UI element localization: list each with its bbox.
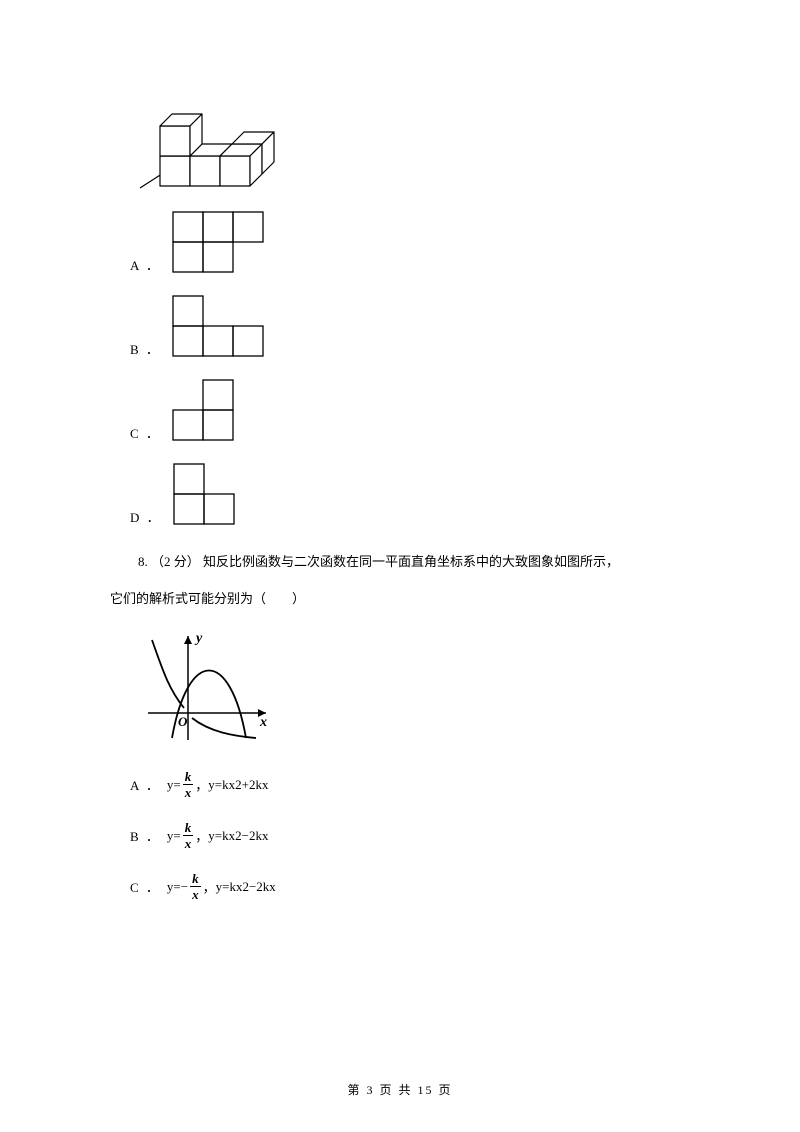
origin-label: O bbox=[178, 714, 188, 729]
option-d-grid bbox=[172, 462, 242, 528]
page-footer: 第 3 页 共 15 页 bbox=[0, 1081, 800, 1098]
option-b-grid bbox=[171, 294, 271, 360]
q8-points: （2 分） bbox=[151, 554, 200, 569]
answer-pre: y=− bbox=[167, 879, 188, 895]
answer-post: y=kx2−2kx bbox=[208, 828, 268, 844]
fraction: k x bbox=[183, 821, 194, 850]
answer-post: y=kx2−2kx bbox=[216, 879, 276, 895]
q7-option-a[interactable]: A ． bbox=[130, 210, 690, 276]
option-label: B ． bbox=[130, 339, 161, 360]
q7-option-d[interactable]: D ． bbox=[130, 462, 690, 528]
q8-answer-a[interactable]: A ． y= k x ， y=kx2+2kx bbox=[130, 770, 690, 799]
answer-pre: y= bbox=[167, 777, 181, 793]
option-a-grid bbox=[171, 210, 271, 276]
fraction: k x bbox=[190, 872, 201, 901]
q8-graph: y x O bbox=[138, 628, 690, 748]
answer-mid: ， bbox=[195, 826, 208, 845]
option-label: D ． bbox=[130, 507, 162, 528]
q7-option-b[interactable]: B ． bbox=[130, 294, 690, 360]
q8-answer-c[interactable]: C ． y=− k x ， y=kx2−2kx bbox=[130, 872, 690, 901]
fraction: k x bbox=[183, 770, 194, 799]
answer-label: C ． bbox=[130, 877, 161, 896]
q7-cubes-figure bbox=[138, 86, 690, 196]
option-label: A ． bbox=[130, 255, 161, 276]
answer-mid: ， bbox=[203, 877, 216, 896]
q8-answer-b[interactable]: B ． y= k x ， y=kx2−2kx bbox=[130, 821, 690, 850]
q7-option-c[interactable]: C ． bbox=[130, 378, 690, 444]
answer-mid: ， bbox=[195, 775, 208, 794]
answer-pre: y= bbox=[167, 828, 181, 844]
answer-label: A ． bbox=[130, 775, 161, 794]
q8-text-line2: 它们的解析式可能分别为（ ） bbox=[110, 583, 690, 614]
answer-post: y=kx2+2kx bbox=[208, 777, 268, 793]
option-label: C ． bbox=[130, 423, 161, 444]
q8-number: 8. bbox=[138, 554, 148, 569]
q8-text1: 知反比例函数与二次函数在同一平面直角坐标系中的大致图象如图所示， bbox=[203, 554, 619, 569]
option-c-grid bbox=[171, 378, 241, 444]
axis-x-label: x bbox=[259, 715, 267, 730]
answer-label: B ． bbox=[130, 826, 161, 845]
axis-y-label: y bbox=[194, 631, 203, 646]
q8-text: 8. （2 分） 知反比例函数与二次函数在同一平面直角坐标系中的大致图象如图所示… bbox=[110, 546, 690, 577]
